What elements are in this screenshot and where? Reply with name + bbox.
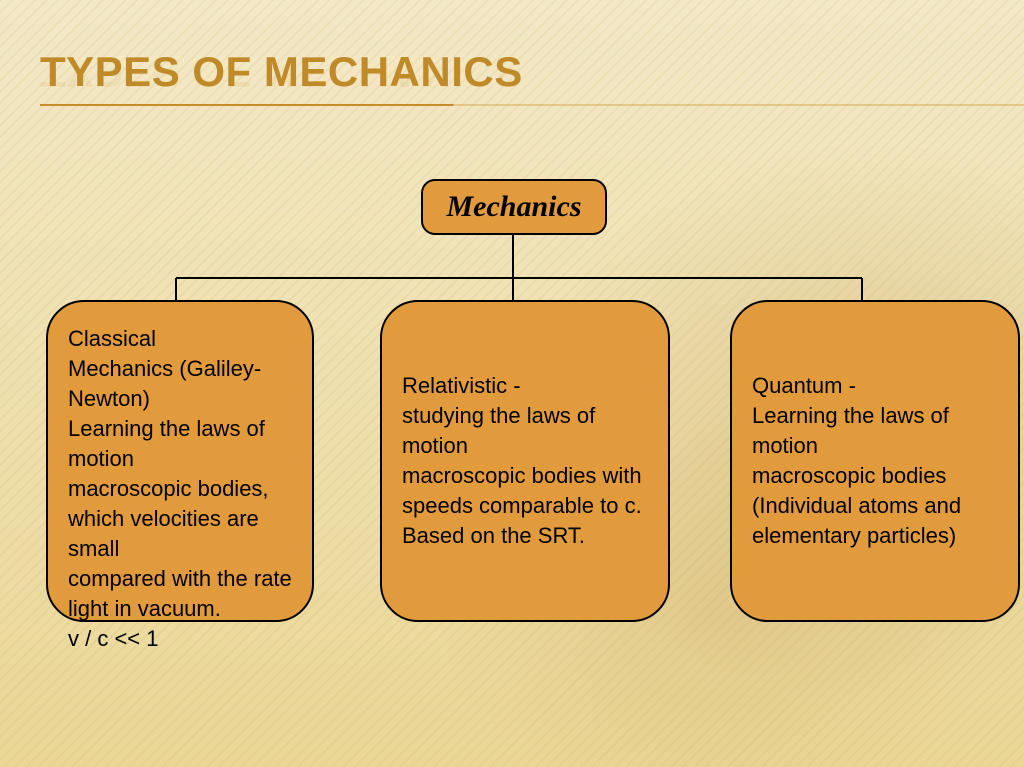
leaf-relativistic: Relativistic - studying the laws of moti… [380, 300, 670, 622]
leaf-quantum-text: Quantum - Learning the laws of motion ma… [752, 371, 998, 551]
mechanics-hierarchy: Mechanics Classical Mechanics (Galiley-N… [0, 0, 1024, 767]
leaf-quantum: Quantum - Learning the laws of motion ma… [730, 300, 1020, 622]
leaf-relativistic-text: Relativistic - studying the laws of moti… [402, 371, 648, 551]
root-node-label: Mechanics [447, 190, 582, 224]
root-node-mechanics: Mechanics [421, 179, 607, 235]
leaf-classical-text: Classical Mechanics (Galiley-Newton) Lea… [68, 324, 292, 654]
leaf-classical: Classical Mechanics (Galiley-Newton) Lea… [46, 300, 314, 622]
